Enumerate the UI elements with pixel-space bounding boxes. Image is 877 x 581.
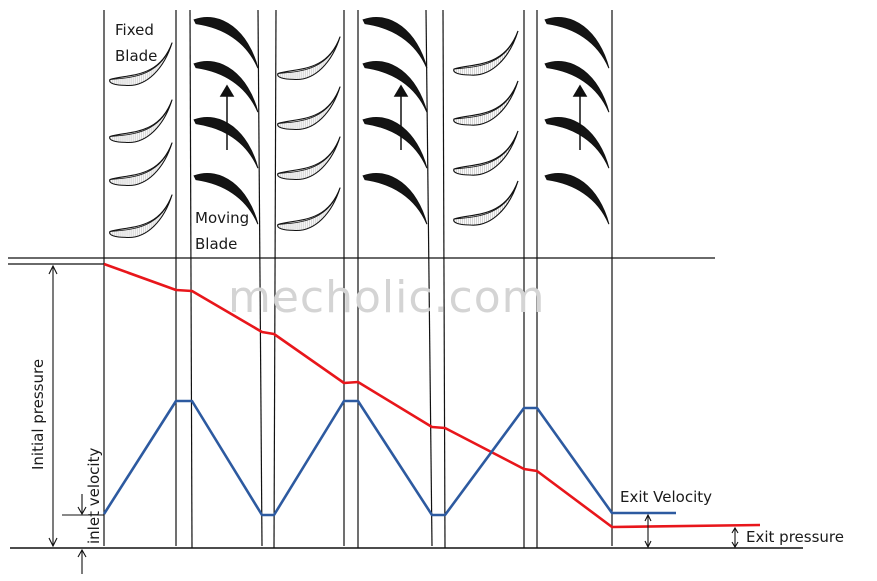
watermark: mecholic.com (228, 272, 546, 323)
initial-pressure-dimension (48, 264, 58, 548)
rotation-arrow-icon (219, 84, 235, 150)
moving-blade-label-line2: Blade (195, 235, 238, 253)
moving-blade-row-3 (544, 16, 610, 225)
moving-blade-row-1 (193, 16, 259, 225)
moving-blade-row-2 (362, 16, 428, 225)
velocity-curve (102, 399, 676, 517)
moving-blade-label-line1: Moving (195, 209, 250, 227)
fixed-blade-row-2 (277, 36, 341, 232)
rotation-arrow-icon (572, 84, 588, 150)
fixed-blade-row-3 (453, 30, 519, 226)
pressure-curve (103, 262, 761, 529)
exit-velocity-dimension (644, 513, 652, 549)
rotation-arrow-icon (393, 84, 409, 150)
exit-pressure-label: Exit pressure (746, 528, 844, 546)
inlet-velocity-label: inlet velocity (85, 447, 103, 544)
inlet-velocity-dimension (62, 494, 104, 574)
exit-pressure-dimension (731, 526, 739, 549)
initial-pressure-label: Initial pressure (29, 358, 47, 470)
fixed-blade-label-line1: Fixed (115, 21, 154, 39)
exit-velocity-label: Exit Velocity (620, 488, 713, 506)
fixed-blade-row-1 (109, 42, 173, 239)
fixed-blade-label-line2: Blade (115, 47, 158, 65)
stage-dividers (103, 9, 613, 549)
